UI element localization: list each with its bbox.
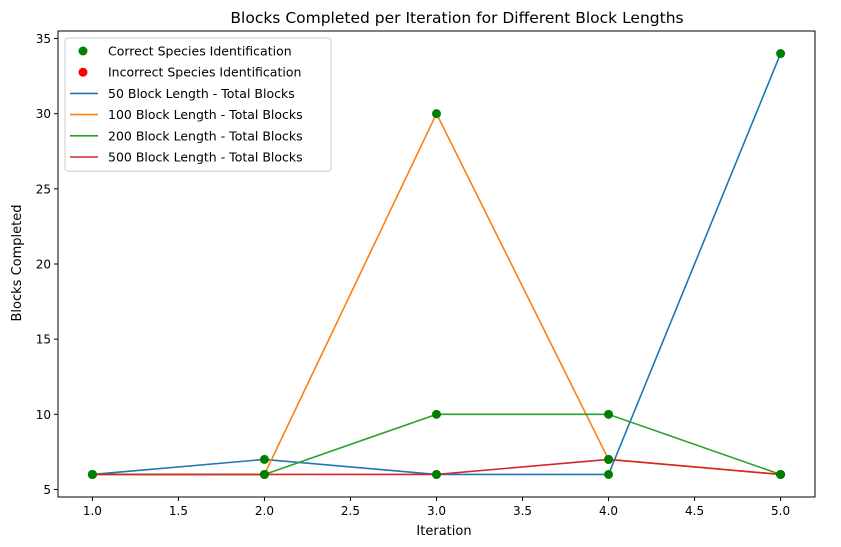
- legend-entry: Correct Species Identification: [108, 44, 292, 59]
- chart-title: Blocks Completed per Iteration for Diffe…: [230, 9, 683, 27]
- legend-entry: Incorrect Species Identification: [108, 65, 301, 80]
- x-tick-label: 3.0: [427, 504, 446, 518]
- scatter-point: [432, 469, 441, 479]
- scatter-point: [776, 469, 786, 479]
- plot-frame: [57, 30, 816, 498]
- x-tick-label: 1.0: [83, 504, 102, 518]
- scatter-point: [604, 469, 614, 479]
- scatter-point: [432, 409, 441, 419]
- scatter-point: [259, 469, 269, 479]
- y-tick-label: 5: [43, 483, 51, 497]
- y-axis-label: Blocks Completed: [10, 205, 25, 322]
- y-tick-label: 20: [36, 258, 51, 272]
- y-tick-label: 25: [36, 182, 51, 196]
- y-tick-label: 35: [36, 32, 51, 46]
- x-axis: 1.0 1.5 2.0 2.5 3.0 3.5 4.0 4.5 5.0: [83, 497, 790, 518]
- x-tick-label: 4.0: [599, 504, 618, 518]
- y-axis: 5 10 15 20 25 30 35: [36, 32, 58, 497]
- scatter-point: [87, 469, 97, 479]
- scatter-point: [776, 49, 786, 59]
- legend-entry: 50 Block Length - Total Blocks: [108, 86, 295, 101]
- scatter-points: [87, 49, 786, 479]
- x-tick-label: 2.5: [341, 504, 360, 518]
- x-axis-label: Iteration: [416, 524, 471, 539]
- legend-entry: 200 Block Length - Total Blocks: [108, 128, 303, 143]
- scatter-point: [259, 454, 269, 464]
- legend-box: [64, 37, 332, 172]
- x-tick-label: 2.0: [255, 504, 274, 518]
- legend-entry: 100 Block Length - Total Blocks: [108, 107, 303, 122]
- scatter-point: [604, 454, 614, 464]
- scatter-point: [432, 109, 441, 119]
- x-tick-label: 5.0: [771, 504, 790, 518]
- legend: Correct Species Identification Incorrect …: [64, 37, 332, 172]
- x-tick-label: 4.5: [685, 504, 704, 518]
- x-tick-label: 1.5: [169, 504, 188, 518]
- legend-entry: 500 Block Length - Total Blocks: [108, 150, 303, 165]
- legend-marker: [78, 46, 88, 56]
- y-tick-label: 15: [36, 333, 51, 347]
- x-tick-label: 3.5: [513, 504, 532, 518]
- legend-marker: [78, 67, 88, 77]
- y-tick-label: 30: [36, 107, 51, 121]
- y-tick-label: 10: [36, 408, 51, 422]
- scatter-point: [604, 409, 614, 419]
